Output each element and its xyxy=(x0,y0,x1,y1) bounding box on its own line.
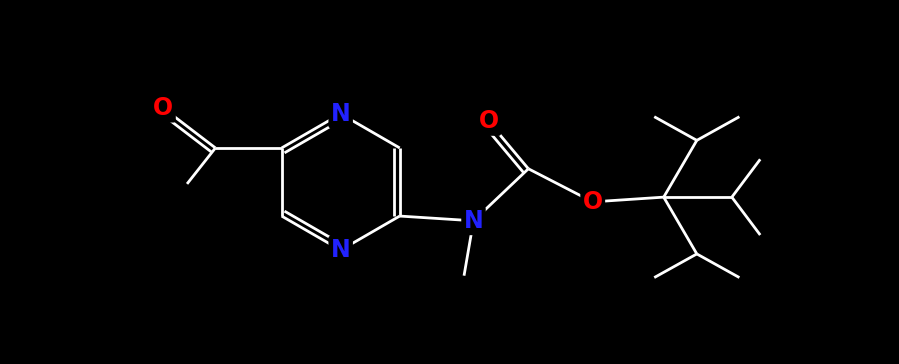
Text: N: N xyxy=(331,102,351,126)
Text: N: N xyxy=(464,209,484,233)
Text: N: N xyxy=(331,238,351,262)
Text: O: O xyxy=(583,190,603,214)
Text: O: O xyxy=(154,96,174,120)
Text: O: O xyxy=(478,110,499,134)
